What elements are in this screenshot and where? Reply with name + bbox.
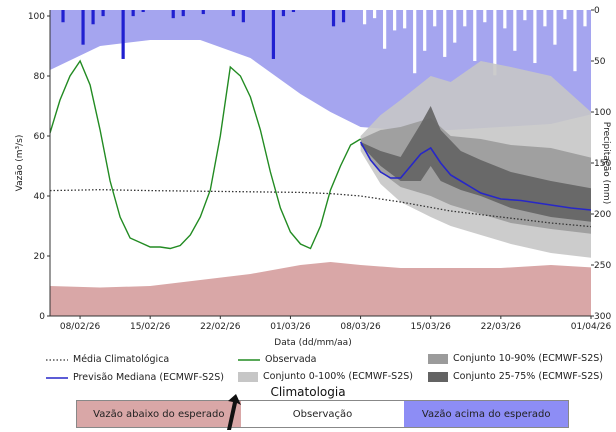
legend-band-10-90: Conjunto 10-90% (ECMWF-S2S) bbox=[428, 353, 603, 364]
legend-band-25-75-label: Conjunto 25-75% (ECMWF-S2S) bbox=[453, 371, 603, 382]
precip-forecast-bar bbox=[473, 10, 477, 61]
band-25-75-swatch bbox=[428, 371, 448, 382]
climatology-bar: Vazão abaixo do esperado Observação Vazã… bbox=[76, 400, 569, 428]
precip-observed-bar bbox=[241, 10, 245, 23]
y-right-tick-label: 0 bbox=[594, 6, 600, 16]
precip-forecast-bar bbox=[413, 10, 417, 74]
climatology-title: Climatologia bbox=[270, 385, 346, 399]
precip-forecast-bar bbox=[383, 10, 387, 49]
precip-observed-bar bbox=[141, 10, 145, 13]
precip-forecast-bar bbox=[453, 10, 457, 43]
precip-forecast-bar bbox=[563, 10, 567, 20]
blue-line-swatch bbox=[46, 376, 68, 379]
precip-forecast-bar bbox=[483, 10, 487, 23]
precip-observed-bar bbox=[121, 10, 125, 59]
precip-forecast-bar bbox=[573, 10, 577, 72]
precip-forecast-bar bbox=[543, 10, 547, 27]
precip-observed-bar bbox=[81, 10, 85, 45]
x-tick-label: 01/04/26 bbox=[571, 322, 612, 332]
precip-observed-bar bbox=[291, 10, 296, 13]
precip-forecast-bar bbox=[433, 10, 437, 27]
x-axis-label: Data (dd/mm/aa) bbox=[274, 338, 351, 348]
y-right-tick-label: 150 bbox=[594, 159, 611, 169]
precip-observed-bar bbox=[171, 10, 175, 19]
dotted-line-swatch bbox=[46, 358, 68, 361]
precip-observed-bar bbox=[271, 10, 276, 59]
y-tick-label: 0 bbox=[39, 312, 45, 322]
climatological-mean-line bbox=[50, 189, 591, 228]
precip-forecast-bar bbox=[493, 10, 497, 76]
precip-observed-bar bbox=[201, 10, 205, 15]
precip-forecast-bar bbox=[393, 10, 397, 31]
y-tick-label: 40 bbox=[34, 192, 46, 202]
legend-median-label: Previsão Mediana (ECMWF-S2S) bbox=[73, 372, 224, 383]
x-tick-label: 22/03/26 bbox=[481, 322, 522, 332]
precip-forecast-bar bbox=[523, 10, 527, 21]
green-line-swatch bbox=[238, 358, 260, 361]
median-forecast-line bbox=[359, 141, 591, 211]
precip-observed-bar bbox=[131, 10, 135, 17]
ensemble-band bbox=[360, 106, 591, 222]
precip-forecast-bar bbox=[423, 10, 427, 51]
precip-forecast-bar bbox=[373, 10, 377, 19]
observed-line bbox=[50, 59, 361, 250]
legend-observed: Observada bbox=[238, 354, 317, 365]
precip-observed-bar bbox=[281, 10, 286, 17]
legend-median: Previsão Mediana (ECMWF-S2S) bbox=[46, 372, 224, 383]
y-right-tick-label: 300 bbox=[594, 312, 611, 322]
legend-clim-mean-label: Média Climatológica bbox=[73, 354, 170, 365]
precip-forecast-bar bbox=[463, 10, 467, 27]
precip-forecast-bar bbox=[503, 10, 507, 29]
legend-band-10-90-label: Conjunto 10-90% (ECMWF-S2S) bbox=[453, 353, 603, 364]
legend-observed-label: Observada bbox=[265, 354, 317, 365]
precip-forecast-bar bbox=[603, 10, 606, 24]
climatology-observation: Observação bbox=[240, 401, 405, 427]
y-tick-label: 60 bbox=[34, 132, 46, 142]
precip-forecast-bar bbox=[583, 10, 587, 27]
y-tick-label: 20 bbox=[34, 252, 46, 262]
precip-forecast-bar bbox=[553, 10, 557, 45]
precip-forecast-bar bbox=[593, 10, 596, 59]
hydrograph-chart: 0 20 40 60 80 100 0 50 100 150 200 250 300 08/02/26 15… bbox=[15, 6, 612, 348]
legend-clim-mean: Média Climatológica bbox=[46, 354, 169, 365]
band-10-90-swatch bbox=[428, 353, 448, 364]
legend-band-0-100: Conjunto 0-100% (ECMWF-S2S) bbox=[238, 371, 413, 382]
chart-legend: Média Climatológica Previsão Mediana (EC… bbox=[0, 350, 616, 390]
legend-band-0-100-label: Conjunto 0-100% (ECMWF-S2S) bbox=[263, 371, 413, 382]
x-tick-label: 15/03/26 bbox=[410, 322, 451, 332]
y-right-tick-label: 200 bbox=[594, 210, 611, 220]
precip-observed-bar bbox=[331, 10, 336, 27]
precip-forecast-bar bbox=[443, 10, 447, 57]
climatology-above: Vazão acima do esperado bbox=[404, 401, 569, 427]
climatology-below-band bbox=[50, 262, 591, 316]
y-right-tick-label: 50 bbox=[594, 57, 606, 67]
x-tick-label: 15/02/26 bbox=[130, 322, 171, 332]
legend-band-25-75: Conjunto 25-75% (ECMWF-S2S) bbox=[428, 371, 603, 382]
y-axis-label: Vazão (m³/s) bbox=[15, 135, 25, 192]
y-axis-right-label: Precipitação (mm) bbox=[601, 122, 611, 204]
precip-observed-bar bbox=[341, 10, 346, 23]
precip-observed-bar bbox=[181, 10, 185, 17]
precip-observed-bar bbox=[61, 10, 65, 23]
y-tick-label: 80 bbox=[34, 72, 46, 82]
precip-observed-bar bbox=[91, 10, 95, 25]
precip-forecast-bar bbox=[403, 10, 407, 29]
x-tick-label: 01/03/26 bbox=[270, 322, 311, 332]
climatology-below: Vazão abaixo do esperado bbox=[77, 401, 241, 427]
precip-observed-bar bbox=[101, 10, 105, 17]
band-0-100-swatch bbox=[238, 371, 258, 382]
mouse-cursor-icon bbox=[227, 394, 241, 430]
y-right-tick-label: 100 bbox=[594, 108, 611, 118]
precip-forecast-bar bbox=[362, 10, 367, 25]
y-tick-label: 100 bbox=[28, 12, 45, 22]
precip-observed-bar bbox=[231, 10, 235, 17]
x-tick-label: 08/02/26 bbox=[60, 322, 101, 332]
y-right-tick-label: 250 bbox=[594, 261, 611, 271]
precip-forecast-bar bbox=[513, 10, 517, 51]
x-tick-label: 22/02/26 bbox=[200, 322, 241, 332]
x-tick-label: 08/03/26 bbox=[340, 322, 381, 332]
precip-forecast-bar bbox=[533, 10, 537, 64]
